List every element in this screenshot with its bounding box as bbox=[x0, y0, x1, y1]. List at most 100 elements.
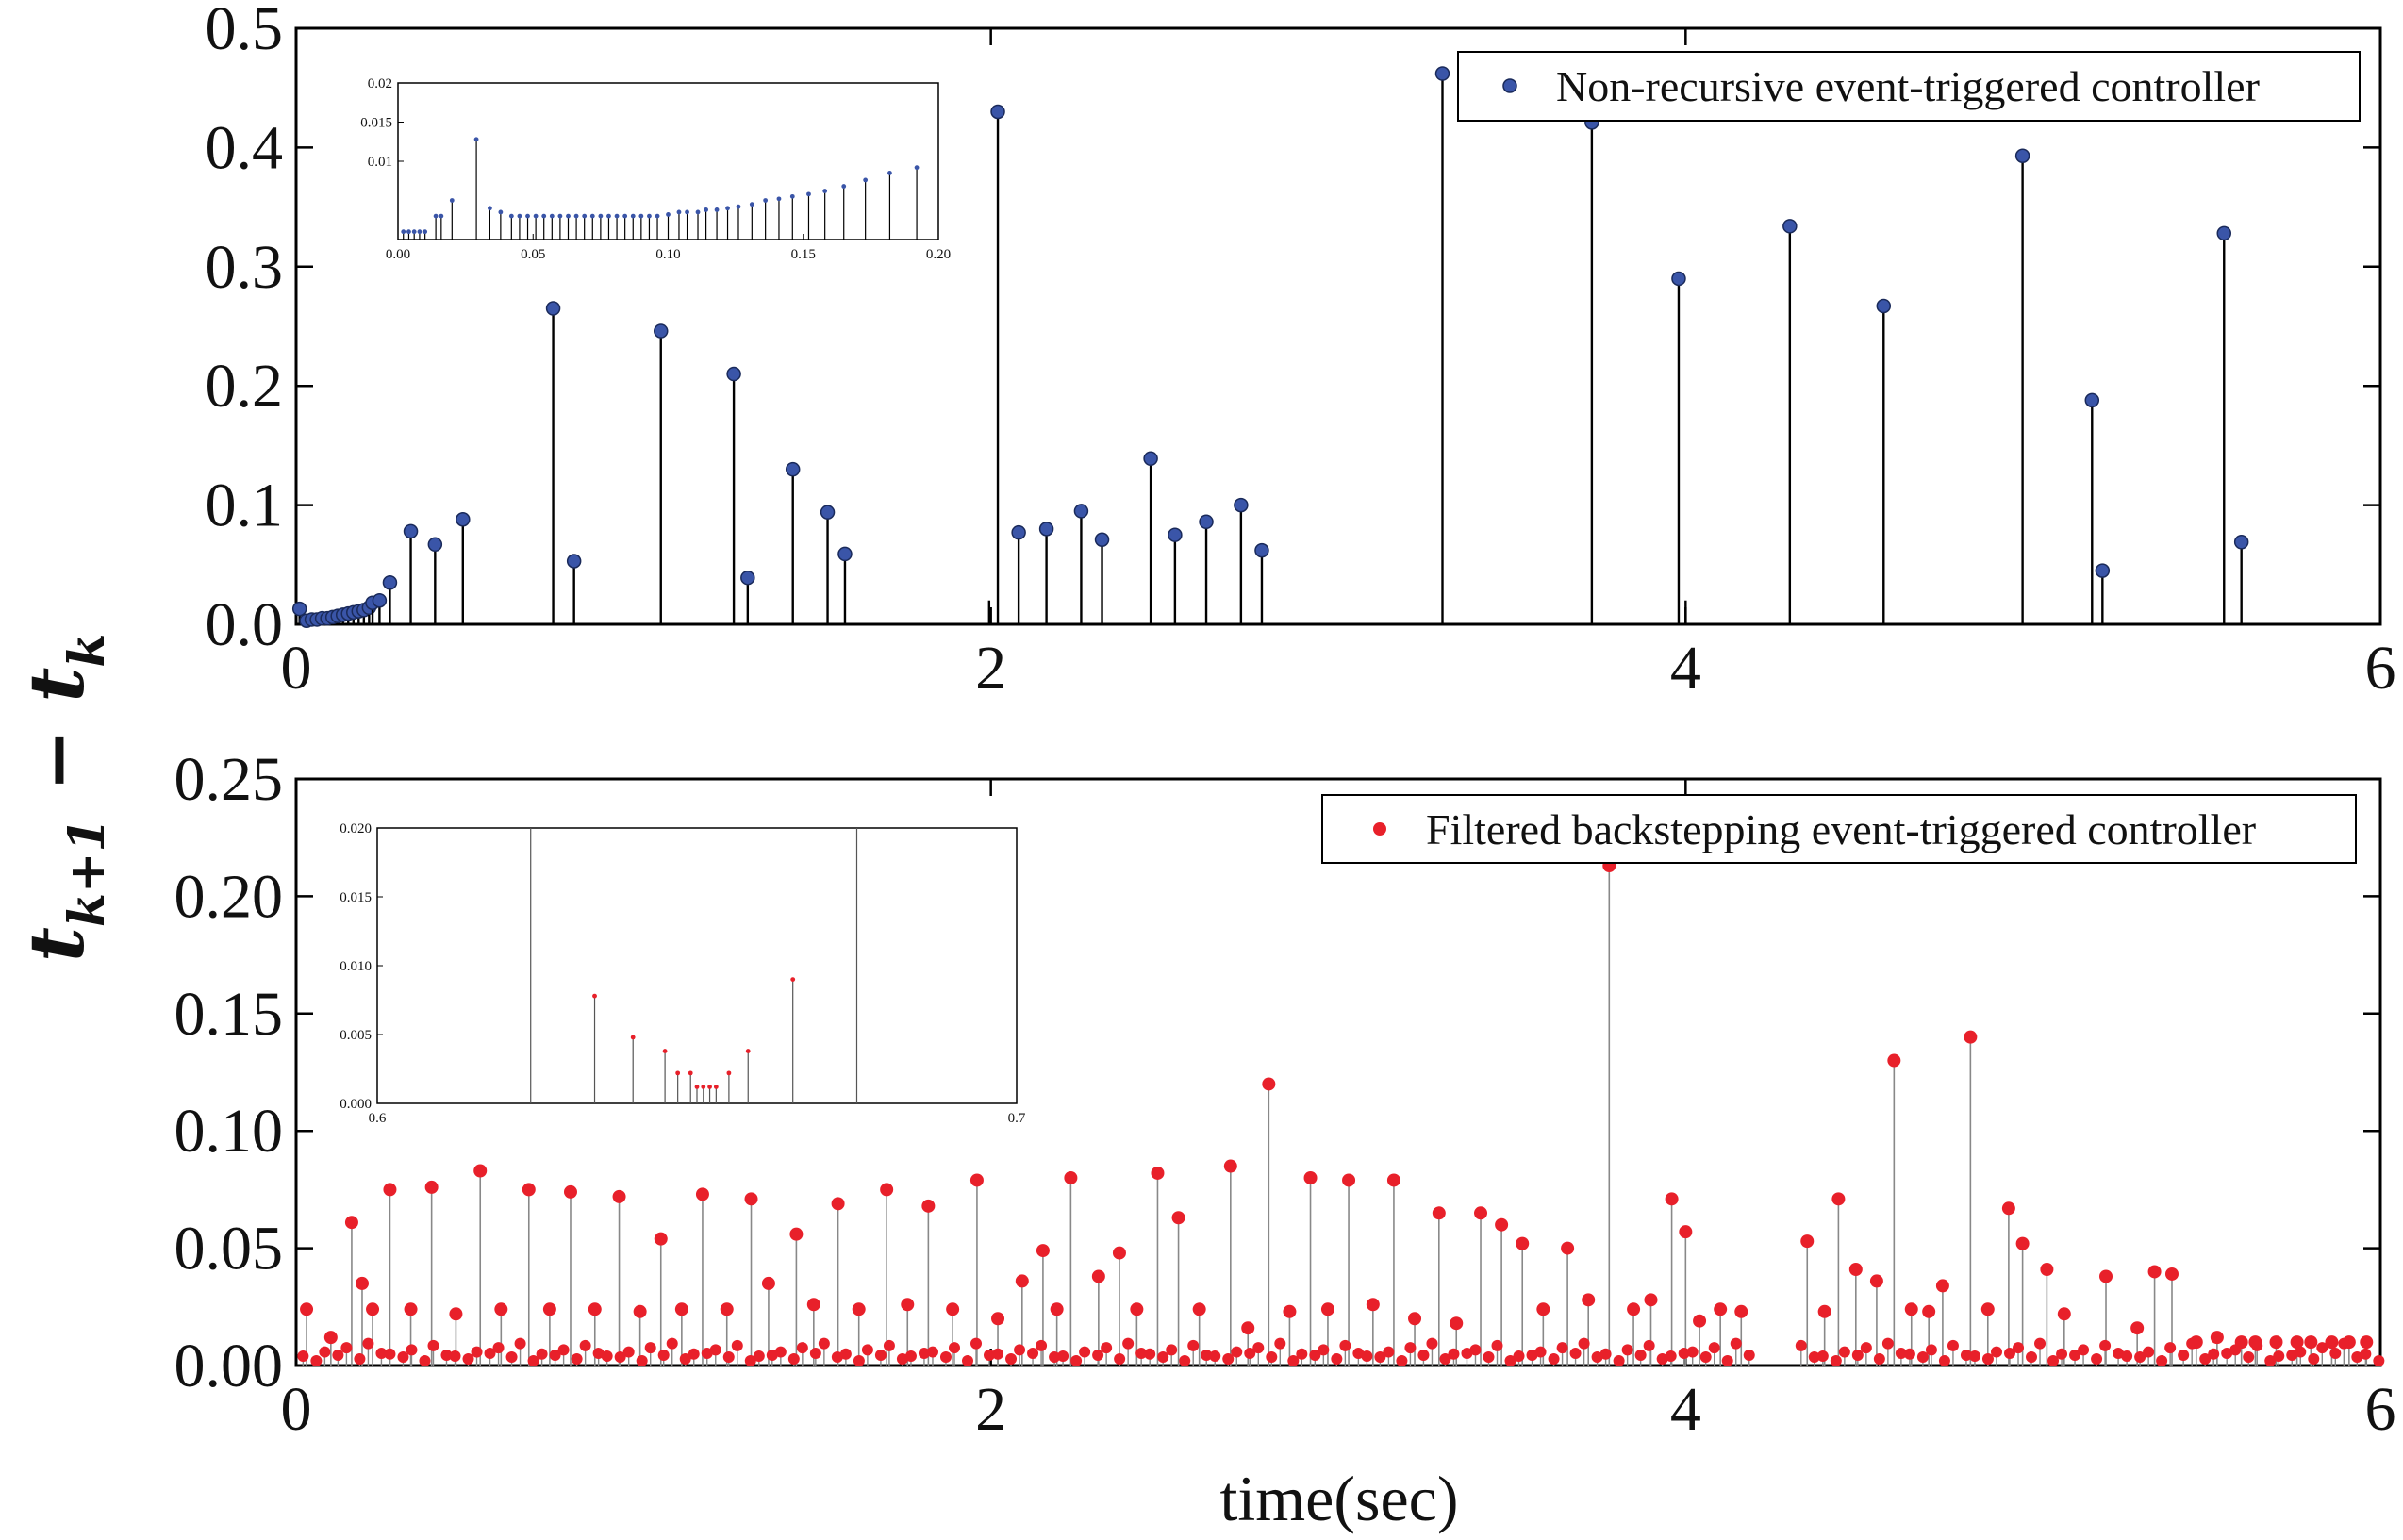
bottom-small-stem-marker bbox=[362, 1337, 374, 1350]
bottom-stem-marker bbox=[921, 1199, 936, 1213]
bottom-small-stem-marker bbox=[1699, 1351, 1712, 1364]
top-stem-marker bbox=[1011, 524, 1026, 540]
bottom-small-stem-marker bbox=[1960, 1350, 1972, 1362]
bottom-small-stem-marker bbox=[1526, 1350, 1538, 1362]
bottom-small-stem-marker bbox=[1599, 1348, 1612, 1360]
top-y-tick-label: 0.1 bbox=[206, 472, 284, 540]
bottom-x-ticks: 0 2 4 6 bbox=[281, 779, 2396, 1444]
bottom-inset-stem-marker bbox=[592, 993, 597, 999]
bottom-stem-marker bbox=[1627, 1302, 1641, 1316]
bottom-stem-marker bbox=[1342, 1173, 1356, 1187]
bottom-small-stem-marker bbox=[766, 1350, 778, 1362]
top-x-tick-label: 6 bbox=[2365, 634, 2396, 703]
top-inset-stem-marker bbox=[401, 229, 406, 235]
bottom-small-stem-marker bbox=[688, 1348, 700, 1360]
top-stem-marker bbox=[1876, 298, 1892, 314]
top-legend: Non-recursive event-triggered controller bbox=[1457, 51, 2361, 122]
top-inset-x-tick-label: 0.10 bbox=[655, 247, 680, 262]
bottom-stem-marker bbox=[1679, 1225, 1693, 1239]
bottom-small-stem-marker bbox=[384, 1348, 396, 1360]
bottom-small-stem-marker bbox=[1070, 1355, 1083, 1367]
bottom-small-stem-marker bbox=[1461, 1348, 1473, 1360]
bottom-small-stem-marker bbox=[883, 1339, 895, 1351]
bottom-stem-marker bbox=[588, 1302, 602, 1316]
top-inset-stem-marker bbox=[533, 213, 539, 219]
top-stem-marker bbox=[403, 523, 419, 539]
bottom-small-stem-marker bbox=[1049, 1351, 1061, 1364]
bottom-small-stem-marker bbox=[1092, 1350, 1104, 1362]
bottom-small-stem-marker bbox=[1708, 1342, 1720, 1354]
bottom-inset: 0.6 0.7 0.000 0.005 0.010 0.015 0.020 bbox=[340, 821, 1026, 1126]
bottom-small-stem-marker bbox=[2091, 1353, 2103, 1366]
top-inset-stem-marker bbox=[776, 196, 782, 202]
bottom-stem-marker bbox=[344, 1216, 358, 1230]
bottom-small-stem-marker bbox=[744, 1355, 756, 1367]
bottom-small-stem-marker bbox=[1548, 1353, 1560, 1366]
top-inset-stem-marker bbox=[433, 213, 439, 219]
top-inset-x-tick-label: 0.15 bbox=[791, 247, 816, 262]
bottom-inset-stem-marker bbox=[662, 1049, 668, 1053]
bottom-small-stem-marker bbox=[1569, 1348, 1582, 1360]
top-stem-marker bbox=[1094, 532, 1110, 548]
bottom-stem-marker bbox=[1303, 1170, 1318, 1184]
top-inset-x-tick-label: 0.05 bbox=[521, 247, 545, 262]
bottom-small-stem-marker bbox=[471, 1346, 483, 1358]
bottom-small-stem-marker bbox=[1634, 1350, 1647, 1362]
top-inset-stem-marker bbox=[473, 137, 479, 142]
bottom-stem-marker bbox=[1450, 1316, 1464, 1331]
bottom-stem-marker bbox=[1964, 1030, 1978, 1044]
bottom-stem-marker bbox=[1408, 1312, 1422, 1326]
bottom-stem-marker bbox=[1848, 1262, 1863, 1276]
bottom-legend-marker bbox=[1373, 822, 1386, 836]
bottom-stem-marker bbox=[1495, 1217, 1509, 1232]
bottom-small-stem-marker bbox=[1231, 1346, 1243, 1358]
bottom-stem-marker bbox=[1582, 1293, 1596, 1307]
bottom-small-stem-marker bbox=[666, 1337, 678, 1350]
top-stem-marker bbox=[291, 601, 307, 617]
top-y-tick-label: 0.0 bbox=[206, 590, 284, 659]
bottom-inset-y-tick-label: 0.005 bbox=[340, 1028, 372, 1043]
bottom-stem-marker bbox=[1869, 1274, 1883, 1288]
bottom-small-stem-marker bbox=[2178, 1350, 2190, 1362]
bottom-y-tick-label: 0.15 bbox=[174, 980, 284, 1049]
bottom-small-stem-marker bbox=[1895, 1348, 1907, 1360]
bottom-stem-marker bbox=[695, 1187, 709, 1201]
bottom-small-stem-marker bbox=[1613, 1355, 1625, 1367]
bottom-small-stem-marker bbox=[1916, 1351, 1929, 1364]
bottom-inset-stem-marker bbox=[726, 1070, 732, 1076]
bottom-inset-stem-marker bbox=[675, 1070, 681, 1076]
bottom-stem-marker bbox=[1561, 1241, 1575, 1255]
bottom-stem-marker bbox=[542, 1302, 556, 1316]
bottom-small-stem-marker bbox=[2013, 1342, 2025, 1354]
bottom-stem-marker bbox=[2360, 1335, 2374, 1350]
top-x-tick-label: 2 bbox=[975, 634, 1006, 703]
top-inset-stem-marker bbox=[541, 213, 547, 219]
bottom-stem-marker bbox=[1887, 1053, 1901, 1068]
bottom-stem-marker bbox=[1036, 1244, 1050, 1258]
bottom-inset-stem-marker bbox=[713, 1085, 719, 1089]
top-inset-stem-marker bbox=[557, 213, 563, 219]
top-stem-marker bbox=[382, 575, 398, 590]
bottom-small-stem-marker bbox=[397, 1351, 409, 1364]
bottom-small-stem-marker bbox=[1252, 1342, 1265, 1354]
bottom-stem-marker bbox=[612, 1189, 626, 1203]
top-stem-marker bbox=[1434, 66, 1450, 81]
bottom-stem-marker bbox=[2015, 1236, 2030, 1250]
bottom-small-stem-marker bbox=[1122, 1337, 1135, 1350]
top-inset-y-tick-label: 0.02 bbox=[368, 76, 392, 91]
bottom-small-stem-marker bbox=[1057, 1350, 1069, 1363]
bottom-small-stem-marker bbox=[1483, 1351, 1495, 1364]
top-stem-marker bbox=[566, 554, 582, 569]
bottom-panel: 0.00 0.05 0.10 0.15 0.20 0.25 0 2 4 6 Filtered b… bbox=[174, 745, 2396, 1444]
bottom-small-stem-marker bbox=[571, 1353, 583, 1366]
top-inset-stem-marker bbox=[406, 229, 411, 235]
bottom-small-stem-marker bbox=[2069, 1350, 2081, 1362]
bottom-stem-marker bbox=[522, 1183, 536, 1197]
bottom-small-stem-marker bbox=[984, 1350, 996, 1362]
bottom-stem-marker bbox=[654, 1232, 668, 1246]
top-inset-stem-marker bbox=[647, 213, 652, 219]
top-stem-marker bbox=[785, 461, 801, 477]
top-inset-stem-marker bbox=[749, 202, 754, 207]
ylabel-sub2: k bbox=[58, 634, 116, 668]
bottom-small-stem-marker bbox=[1469, 1344, 1482, 1356]
